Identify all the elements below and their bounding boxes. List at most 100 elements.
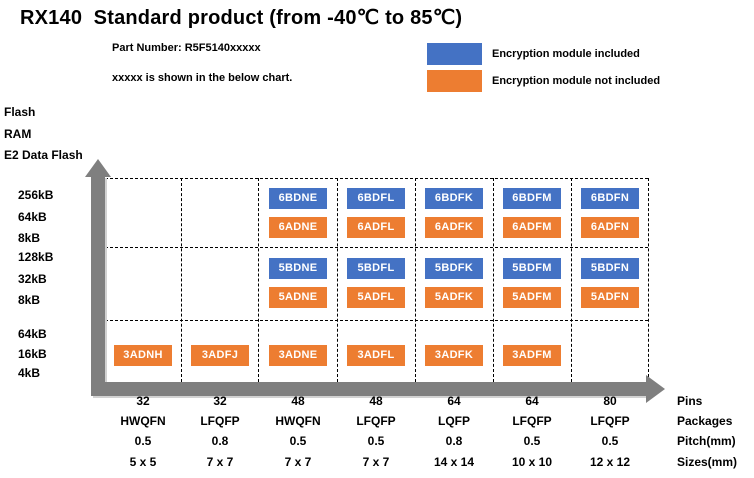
part-6adfk: 6ADFK	[425, 217, 483, 238]
package-value: HWQFN	[275, 414, 321, 429]
part-3adfj: 3ADFJ	[191, 345, 249, 366]
size-value: 12 x 12	[589, 454, 631, 469]
part-6bdfk: 6BDFK	[425, 188, 483, 209]
part-5bdne: 5BDNE	[269, 258, 327, 279]
flash-size-label: 256kB	[18, 188, 54, 202]
grid-vline	[571, 178, 572, 382]
part-6adfm: 6ADFM	[503, 217, 561, 238]
grid-vline	[181, 178, 182, 382]
column-spec-2: 32 LFQFP 0.8 7 x 7	[178, 391, 262, 472]
pitch-value: 0.8	[445, 434, 463, 449]
part-5bdfk: 5BDFK	[425, 258, 483, 279]
package-value: LFQFP	[512, 414, 552, 429]
y-axis-arrow	[91, 176, 105, 396]
size-value: 7 x 7	[206, 454, 234, 469]
column-spec-3: 48 HWQFN 0.5 7 x 7	[256, 391, 340, 472]
grid-vline	[337, 178, 338, 382]
column-spec-1: 32 HWQFN 0.5 5 x 5	[101, 391, 185, 472]
ram-size-label: 16kB	[18, 346, 47, 361]
part-3adfm: 3ADFM	[503, 345, 561, 366]
ram-size-label: 32kB	[18, 271, 47, 286]
part-6adne: 6ADNE	[269, 217, 327, 238]
pins-value: 80	[603, 394, 617, 408]
pitch-value: 0.5	[367, 434, 385, 449]
legend-label-included: Encryption module included	[492, 48, 640, 60]
part-number-note: Part Number: R5F5140xxxxx	[112, 42, 261, 54]
e2-data-flash-caption: E2 Data Flash	[4, 148, 83, 162]
pitch-value: 0.5	[601, 434, 619, 449]
y-axis-arrowhead-icon	[85, 159, 111, 177]
part-3adnh: 3ADNH	[114, 345, 172, 366]
size-value: 7 x 7	[362, 454, 390, 469]
legend-swatch-included	[427, 43, 482, 65]
packages-caption: Packages	[677, 414, 733, 429]
grid-vline	[258, 178, 259, 382]
size-value: 7 x 7	[284, 454, 312, 469]
grid-hline	[105, 247, 648, 248]
ram-caption: RAM	[4, 126, 32, 141]
pitch-value: 0.5	[289, 434, 307, 449]
size-value: 14 x 14	[433, 454, 475, 469]
column-spec-7: 80 LFQFP 0.5 12 x 12	[568, 391, 652, 472]
part-6bdfl: 6BDFL	[347, 188, 405, 209]
pins-value: 48	[291, 394, 305, 408]
package-value: LQFP	[438, 414, 470, 429]
part-5adfl: 5ADFL	[347, 287, 405, 308]
part-6adfn: 6ADFN	[581, 217, 639, 238]
pins-value: 32	[136, 394, 150, 408]
part-3adfl: 3ADFL	[347, 345, 405, 366]
part-6bdfn: 6BDFN	[581, 188, 639, 209]
pins-value: 48	[369, 394, 383, 408]
package-value: LFQFP	[590, 414, 630, 429]
chart-note: xxxxx is shown in the below chart.	[112, 72, 293, 84]
memory-group-256kb: 256kB 64kB 8kB	[18, 185, 53, 250]
package-value: HWQFN	[120, 414, 166, 429]
part-5adfk: 5ADFK	[425, 287, 483, 308]
flash-size-label: 64kB	[18, 327, 47, 341]
grid-vline	[493, 178, 494, 382]
part-5bdfl: 5BDFL	[347, 258, 405, 279]
memory-group-64kb: 64kB 16kB 4kB	[18, 325, 47, 384]
legend-label-not-included: Encryption module not included	[492, 75, 661, 87]
part-6bdne: 6BDNE	[269, 188, 327, 209]
part-3adfk: 3ADFK	[425, 345, 483, 366]
size-value: 5 x 5	[129, 454, 157, 469]
grid-vline	[415, 178, 416, 382]
part-5adfm: 5ADFM	[503, 287, 561, 308]
y-axis-captions: Flash RAM E2 Data Flash	[4, 102, 83, 167]
page-title: RX140 Standard product (from -40℃ to 85℃…	[20, 7, 463, 29]
pins-caption: Pins	[677, 394, 703, 408]
pins-value: 32	[213, 394, 227, 408]
column-spec-4: 48 LFQFP 0.5 7 x 7	[334, 391, 418, 472]
pitch-caption: Pitch(mm)	[677, 434, 736, 449]
column-spec-6: 64 LFQFP 0.5 10 x 10	[490, 391, 574, 472]
pitch-value: 0.8	[211, 434, 229, 449]
grid-hline	[105, 320, 648, 321]
grid-hline	[105, 178, 648, 179]
pins-value: 64	[525, 394, 539, 408]
package-value: LFQFP	[356, 414, 396, 429]
part-6adfl: 6ADFL	[347, 217, 405, 238]
e2-size-label: 8kB	[18, 293, 41, 307]
e2-size-label: 8kB	[18, 231, 41, 245]
grid-vline	[648, 178, 649, 382]
x-axis-arrow	[91, 382, 646, 396]
part-5bdfm: 5BDFM	[503, 258, 561, 279]
ram-size-label: 64kB	[18, 209, 47, 224]
pitch-value: 0.5	[134, 434, 152, 449]
part-5adfn: 5ADFN	[581, 287, 639, 308]
column-spec-5: 64 LQFP 0.8 14 x 14	[412, 391, 496, 472]
x-axis-arrowhead-icon	[646, 375, 665, 403]
memory-group-128kb: 128kB 32kB 8kB	[18, 247, 53, 312]
pitch-value: 0.5	[523, 434, 541, 449]
sizes-caption: Sizes(mm)	[677, 454, 738, 469]
pins-value: 64	[447, 394, 461, 408]
x-axis-captions: Pins Packages Pitch(mm) Sizes(mm)	[677, 391, 737, 472]
size-value: 10 x 10	[511, 454, 553, 469]
part-5bdfn: 5BDFN	[581, 258, 639, 279]
part-5adne: 5ADNE	[269, 287, 327, 308]
package-value: LFQFP	[200, 414, 240, 429]
e2-size-label: 4kB	[18, 366, 41, 381]
part-3adne: 3ADNE	[269, 345, 327, 366]
